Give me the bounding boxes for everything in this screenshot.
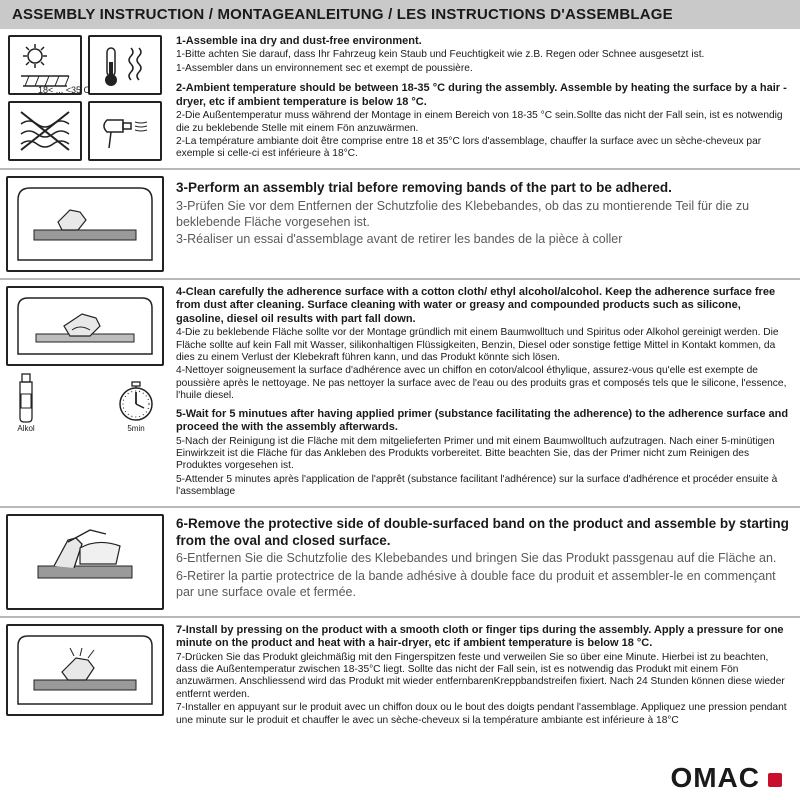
no-water-icon — [8, 101, 82, 161]
press-install-icon — [6, 624, 164, 716]
icon-col-7 — [0, 618, 170, 734]
peel-tape-icon — [6, 514, 164, 610]
row-3: 3-Perform an assembly trial before remov… — [0, 170, 800, 280]
brand-dot-icon — [768, 773, 782, 787]
icon-pair-no — [8, 101, 162, 161]
s7-head: 7-Install by pressing on the product wit… — [176, 624, 790, 651]
instruction-sheet: ASSEMBLY INSTRUCTION / MONTAGEANLEITUNG … — [0, 0, 800, 800]
s5-de: 5-Nach der Reinigung ist die Fläche mit … — [176, 436, 790, 473]
row-4-5: Alkol 5min — [0, 280, 800, 508]
s5-fr: 5-Attender 5 minutes après l'application… — [176, 474, 790, 499]
s1-fr: 1-Assembler dans un environnement sec et… — [176, 63, 790, 75]
s1-head: 1-Assemble ina dry and dust-free environ… — [176, 35, 790, 48]
footer: OMAC — [0, 758, 800, 800]
icon-pair-env: 18< ... <35 C — [8, 35, 162, 95]
s3-fr: 3-Réaliser un essai d'assemblage avant d… — [176, 231, 790, 247]
s3-head: 3-Perform an assembly trial before remov… — [176, 180, 790, 197]
s5-head: 5-Wait for 5 minutues after having appli… — [176, 408, 790, 435]
icon-col-6 — [0, 508, 170, 616]
row-6: 6-Remove the protective side of double-s… — [0, 508, 800, 618]
s4-de: 4-Die zu beklebende Fläche sollte vor de… — [176, 327, 790, 364]
timer-icon: 5min — [114, 380, 158, 433]
icon-col-1: 18< ... <35 C — [0, 29, 170, 168]
s4-fr: 4-Nettoyer soigneusement la surface d'ad… — [176, 365, 790, 402]
hair-dryer-icon — [88, 101, 162, 161]
alkol-bottle-icon: Alkol — [12, 372, 40, 433]
text-col-4-5: 4-Clean carefully the adherence surface … — [170, 280, 800, 506]
s4-head: 4-Clean carefully the adherence surface … — [176, 286, 790, 326]
s2-head: 2-Ambient temperature should be between … — [176, 82, 790, 109]
step-rows: 18< ... <35 C — [0, 29, 800, 758]
s2-de: 2-Die Außentemperatur muss während der M… — [176, 110, 790, 135]
row-7: 7-Install by pressing on the product wit… — [0, 618, 800, 734]
s2-fr: 2-La température ambiante doit être comp… — [176, 136, 790, 161]
trial-fit-icon — [6, 176, 164, 272]
thermometer-icon: 18< ... <35 C — [88, 35, 162, 95]
row-1-2: 18< ... <35 C — [0, 29, 800, 170]
s6-de: 6-Entfernen Sie die Schutzfolie des Kleb… — [176, 550, 790, 566]
s1-de: 1-Bitte achten Sie darauf, dass Ihr Fahr… — [176, 49, 790, 61]
text-col-6: 6-Remove the protective side of double-s… — [170, 508, 800, 616]
clean-surface-icon — [6, 286, 164, 366]
icon-col-4-5: Alkol 5min — [0, 280, 170, 506]
s7-fr: 7-Installer en appuyant sur le produit a… — [176, 702, 790, 727]
s3-de: 3-Prüfen Sie vor dem Entfernen der Schut… — [176, 198, 790, 231]
alkol-label: Alkol — [17, 424, 34, 433]
text-col-7: 7-Install by pressing on the product wit… — [170, 618, 800, 734]
text-col-1-2: 1-Assemble ina dry and dust-free environ… — [170, 29, 800, 168]
icon-col-3 — [0, 170, 170, 278]
s7-de: 7-Drücken Sie das Produkt gleichmäßig mi… — [176, 652, 790, 702]
s6-fr: 6-Retirer la partie protectrice de la ba… — [176, 568, 790, 601]
brand-logo-text: OMAC — [670, 762, 760, 794]
title-text: ASSEMBLY INSTRUCTION / MONTAGEANLEITUNG … — [12, 6, 673, 23]
s6-head: 6-Remove the protective side of double-s… — [176, 516, 790, 550]
title-bar: ASSEMBLY INSTRUCTION / MONTAGEANLEITUNG … — [0, 0, 800, 29]
temp-range-label: 18< ... <35 C — [38, 85, 90, 95]
text-col-3: 3-Perform an assembly trial before remov… — [170, 170, 800, 278]
timer-label: 5min — [127, 424, 144, 433]
